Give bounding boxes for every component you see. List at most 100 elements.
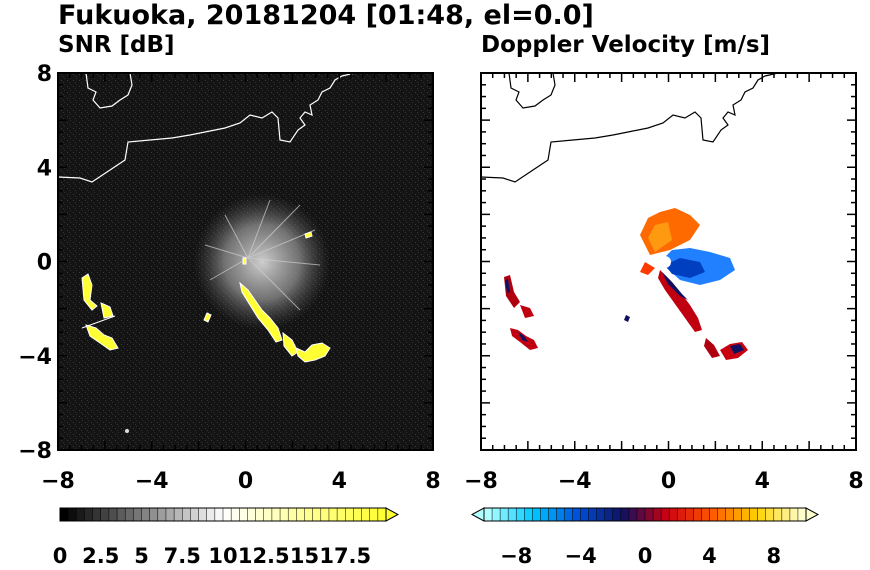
snr-ground-clutter [194,194,330,330]
colorbar-segment [491,507,501,522]
colorbar-segment [149,507,159,522]
colorbar-segment [483,507,493,522]
snr-panel [57,72,434,451]
colorbar-segment [59,507,69,522]
colorbar-tick-label: −8 [500,544,532,568]
x-tick-label: −8 [464,469,498,494]
colorbar-segment [797,507,807,522]
colorbar-segment [304,507,314,522]
colorbar-frame [59,507,387,522]
x-tick-label: 8 [848,469,863,494]
colorbar-segment [287,507,297,522]
colorbar-tick-label: 0 [638,544,653,568]
colorbars: 0 2.5 5 7.5 10 12.5 15 17.5 −8 −4 0 4 8 [53,507,820,568]
colorbar-segment [108,507,118,522]
colorbar-segment [620,507,630,522]
snr-panel-title: SNR [dB] [58,32,175,58]
colorbar-segment [116,507,126,522]
colorbar-segment [765,507,775,522]
colorbar-segment [279,507,289,522]
colorbar-frame [483,507,807,522]
colorbar-segment [328,507,338,522]
snr-small-echo [125,429,129,433]
colorbar-segment [701,507,710,522]
doppler-panel [480,72,857,451]
colorbar-segment [572,507,582,522]
colorbar-segment [369,507,379,522]
colorbar-segment [271,507,281,522]
colorbar-segment [222,507,232,522]
colorbar-segment [190,507,200,522]
colorbar-segment [230,507,240,522]
y-tick-label: 8 [37,62,52,87]
colorbar-segment [247,507,257,522]
colorbar-segment [773,507,783,522]
colorbar-segment [596,507,606,522]
doppler-panel-title: Doppler Velocity [m/s] [481,32,771,58]
colorbar-segment [660,507,670,522]
colorbar-segment [353,507,363,522]
colorbar-max-arrow [805,507,820,522]
x-tick-label: 4 [332,469,347,494]
colorbar-segment [296,507,306,522]
colorbar-segment [548,507,558,522]
colorbar-segment [515,507,525,522]
colorbar-segment [239,507,249,522]
colorbar-segment [133,507,143,522]
colorbar-segment [612,507,622,522]
colorbar-tick-label: 12.5 [238,544,290,568]
colorbar-segment [588,507,598,522]
colorbar-segment [84,507,94,522]
colorbar-max-arrow [385,507,400,522]
x-tick-label: 8 [425,469,440,494]
colorbar-segment [564,507,574,522]
colorbar-tick-label: 8 [766,544,781,568]
colorbar-segment [100,507,110,522]
axis-ticks [57,72,857,451]
colorbar-segment [157,507,167,522]
snr-clutter-rays [204,199,321,311]
colorbar-segment [717,507,727,522]
colorbar-tick-label: 4 [702,544,717,568]
x-tick-label: 4 [755,469,770,494]
colorbar-segment [532,507,541,522]
colorbar-tick-label: 2.5 [82,544,119,568]
colorbar-segment [182,507,191,522]
colorbar-tick-label: 5 [134,544,149,568]
colorbar-segment [580,507,590,522]
colorbar-segment [92,507,102,522]
colorbar-segment [556,507,566,522]
colorbar-segment [141,507,151,522]
colorbar-tick-label: 0 [53,544,68,568]
colorbar-segment [361,507,371,522]
x-tick-label: −8 [41,469,75,494]
colorbar-segment [676,507,686,522]
colorbar-segment [198,507,208,522]
x-tick-label: −4 [558,469,592,494]
colorbar-segment [173,507,183,522]
colorbar-segment [781,507,791,522]
colorbar-segment [652,507,662,522]
x-tick-label: 0 [238,469,253,494]
colorbar-segment [733,507,743,522]
colorbar-segment [255,507,265,522]
colorbar-segment [540,507,549,522]
y-tick-label: 4 [37,156,52,181]
colorbar-segment [214,507,224,522]
colorbar-tick-label: 7.5 [164,544,201,568]
colorbar-segment [789,507,799,522]
colorbar-segment [67,507,77,522]
figure-title: Fukuoka, 20181204 [01:48, el=0.0] [58,0,594,31]
colorbar-tick-label: 15 [290,544,319,568]
colorbar-segment [628,507,638,522]
y-tick-label: −4 [18,345,52,370]
colorbar-min-arrow [470,507,485,522]
colorbar-segment [709,507,719,522]
colorbar-segment [693,507,702,522]
colorbar-segment [524,507,533,522]
colorbar-segment [345,507,354,522]
colorbar-segment [668,507,678,522]
colorbar-segment [499,507,509,522]
colorbar-segment [336,507,346,522]
y-tick-label: 0 [37,251,52,276]
